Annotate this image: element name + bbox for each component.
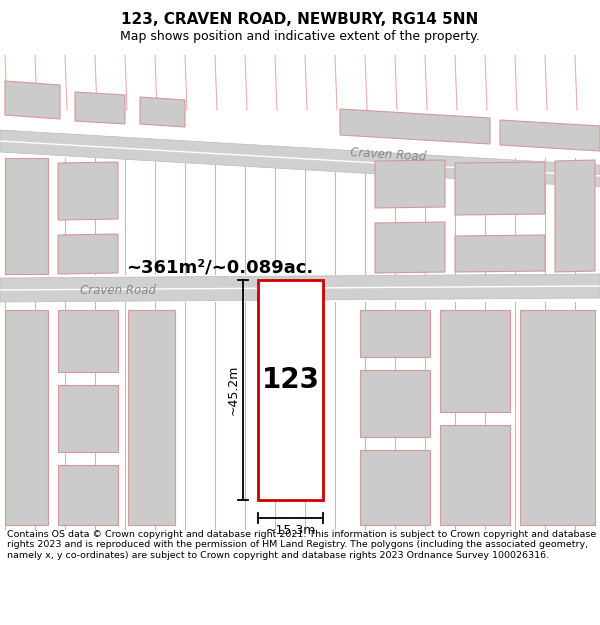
Polygon shape xyxy=(440,310,510,412)
Polygon shape xyxy=(440,425,510,525)
Text: ~45.2m: ~45.2m xyxy=(227,365,239,415)
Polygon shape xyxy=(5,310,48,525)
Polygon shape xyxy=(340,109,490,144)
Polygon shape xyxy=(0,274,600,302)
Polygon shape xyxy=(58,385,118,452)
Polygon shape xyxy=(455,235,545,272)
Polygon shape xyxy=(375,222,445,273)
Polygon shape xyxy=(5,158,48,274)
Polygon shape xyxy=(360,370,430,437)
Polygon shape xyxy=(58,310,118,372)
Text: Craven Road: Craven Road xyxy=(80,284,156,296)
Polygon shape xyxy=(140,97,185,127)
Polygon shape xyxy=(375,160,445,208)
Text: Map shows position and indicative extent of the property.: Map shows position and indicative extent… xyxy=(120,30,480,43)
Text: ~361m²/~0.089ac.: ~361m²/~0.089ac. xyxy=(127,259,314,277)
Polygon shape xyxy=(555,160,595,272)
Polygon shape xyxy=(58,465,118,525)
Text: 123: 123 xyxy=(262,366,320,394)
Polygon shape xyxy=(5,81,60,119)
Polygon shape xyxy=(0,130,600,187)
Bar xyxy=(258,280,323,500)
Text: 123, CRAVEN ROAD, NEWBURY, RG14 5NN: 123, CRAVEN ROAD, NEWBURY, RG14 5NN xyxy=(121,12,479,27)
Polygon shape xyxy=(500,120,600,151)
Polygon shape xyxy=(455,162,545,215)
Polygon shape xyxy=(128,310,175,525)
Polygon shape xyxy=(75,92,125,124)
Polygon shape xyxy=(58,234,118,274)
Text: Craven Road: Craven Road xyxy=(350,146,427,164)
Text: ~15.3m: ~15.3m xyxy=(265,524,316,538)
Text: Contains OS data © Crown copyright and database right 2021. This information is : Contains OS data © Crown copyright and d… xyxy=(7,530,596,560)
Polygon shape xyxy=(520,310,595,525)
Polygon shape xyxy=(360,450,430,525)
Polygon shape xyxy=(58,162,118,220)
Polygon shape xyxy=(360,310,430,357)
